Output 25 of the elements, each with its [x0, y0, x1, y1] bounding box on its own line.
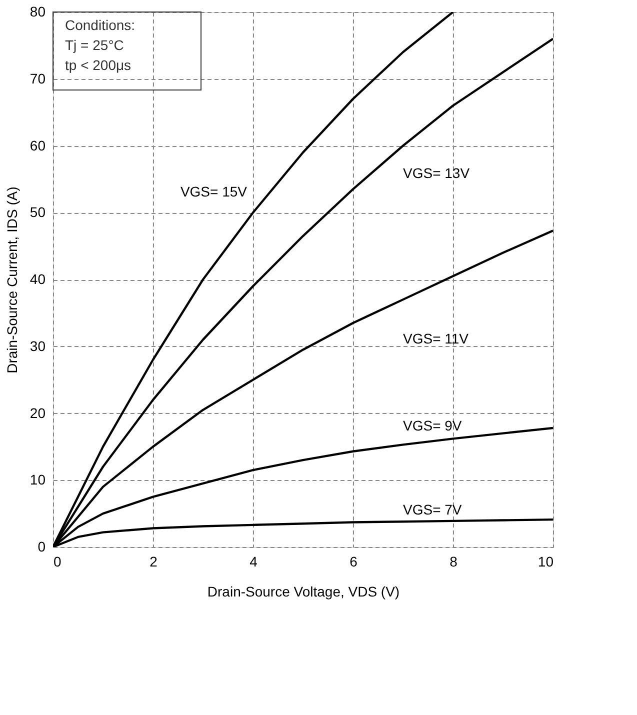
annotation: tp < 200μs: [65, 57, 132, 73]
y-tick-label: 80: [30, 4, 46, 20]
y-tick-label: 50: [30, 204, 46, 220]
x-axis-title: Drain-Source Voltage, VDS (V): [207, 584, 400, 600]
y-tick-label: 70: [30, 70, 46, 86]
series-label: VGS= 7V: [403, 502, 462, 518]
y-tick-label: 10: [30, 472, 46, 488]
x-tick-label: 2: [150, 554, 158, 570]
x-tick-label: 10: [538, 554, 554, 570]
annotation: Conditions:: [65, 17, 136, 33]
x-tick-label: 0: [54, 554, 62, 570]
y-tick-label: 60: [30, 137, 46, 154]
y-tick-label: 40: [30, 271, 46, 287]
x-tick-label: 4: [250, 554, 258, 570]
x-tick-label: 6: [350, 554, 358, 570]
series-label: VGS= 9V: [403, 418, 462, 434]
annotation: Tj = 25°C: [65, 37, 124, 53]
text: VGS= 11V: [403, 330, 470, 347]
series-label: VGS= 13V: [403, 164, 470, 181]
y-tick-label: 20: [30, 404, 46, 421]
x-tick-label: 8: [450, 554, 458, 570]
y-tick-label: 30: [30, 338, 46, 354]
y-tick-label: 0: [38, 538, 46, 554]
y-axis-title: Drain-Source Current, IDS (A): [4, 186, 20, 374]
series-label: VGS= 15V: [180, 184, 248, 200]
